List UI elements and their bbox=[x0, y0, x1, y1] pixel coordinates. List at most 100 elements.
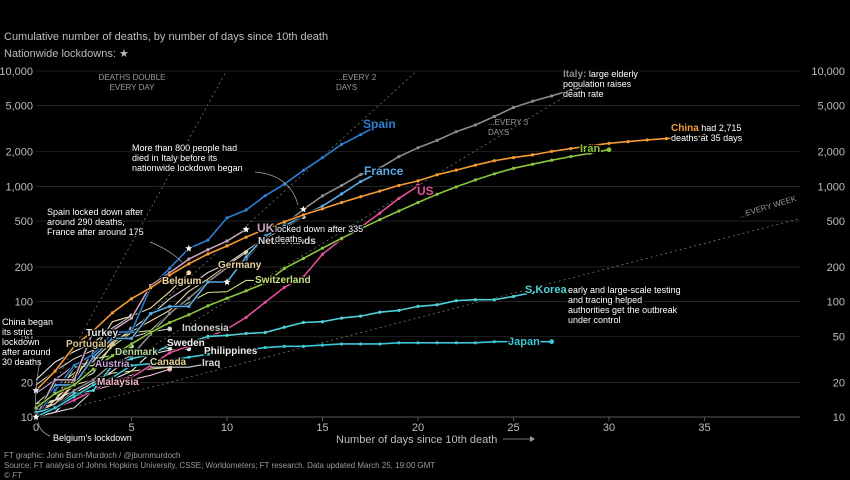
data-point-uk bbox=[72, 378, 76, 382]
chart-svg: DEATHS DOUBLE EVERY DAY ...EVERY 2 DAYS ...E… bbox=[0, 66, 845, 446]
data-point-iran bbox=[473, 178, 477, 182]
y-tick-label-right: 50 bbox=[833, 331, 845, 343]
data-point-japan bbox=[340, 342, 344, 346]
series-line-japan bbox=[35, 340, 552, 418]
data-point-japan bbox=[320, 343, 325, 347]
data-point-iran bbox=[168, 320, 172, 325]
y-tick-label-right: 2,000 bbox=[817, 147, 845, 159]
data-point-s-korea bbox=[378, 310, 382, 314]
doubling-guide-label: ...EVERY 3 DAYS bbox=[488, 118, 529, 137]
data-point-us bbox=[263, 300, 267, 304]
series-end-dot-indonesia bbox=[167, 326, 173, 332]
series-label-netherlands: Netherlands bbox=[258, 236, 316, 247]
data-point-china bbox=[168, 273, 172, 277]
series-label-iraq: Iraq bbox=[202, 358, 220, 369]
data-point-japan bbox=[129, 363, 134, 368]
data-point-s-korea bbox=[110, 363, 114, 368]
data-point-china bbox=[569, 146, 573, 151]
data-point-italy bbox=[359, 172, 363, 177]
series-label-switzerland: Switzerland bbox=[255, 275, 311, 286]
series-line-austria bbox=[35, 328, 132, 394]
data-point-japan bbox=[511, 340, 516, 344]
data-point-spain bbox=[320, 156, 325, 160]
series-label-uk: UK bbox=[257, 221, 275, 235]
data-point-italy bbox=[378, 166, 382, 170]
data-point-japan bbox=[397, 341, 401, 345]
series-end-dot-iraq bbox=[205, 361, 211, 367]
y-tick-label-left: 10,000 bbox=[0, 66, 33, 78]
series-end-dot-belgium bbox=[186, 270, 192, 276]
data-point-china bbox=[454, 168, 458, 172]
doubling-guide-label: ...EVERY WEEK bbox=[738, 194, 798, 220]
data-point-japan bbox=[301, 344, 305, 348]
data-point-italy bbox=[569, 88, 573, 92]
series-end-dot-portugal bbox=[110, 341, 115, 347]
data-point-china bbox=[340, 200, 344, 205]
data-point-spain bbox=[263, 194, 267, 198]
data-point-s-korea bbox=[416, 304, 420, 308]
data-point-china bbox=[588, 144, 592, 148]
y-tick-label-right: 200 bbox=[827, 262, 845, 274]
data-point-s-korea bbox=[263, 330, 267, 335]
data-point-iran bbox=[378, 218, 382, 222]
x-tick-label: 15 bbox=[316, 422, 328, 434]
data-point-us bbox=[282, 285, 286, 289]
series-label-sweden: Sweden bbox=[167, 338, 205, 349]
y-tick-label-left: 500 bbox=[15, 216, 33, 228]
y-tick-label-right: 1,000 bbox=[817, 181, 845, 193]
data-point-japan bbox=[454, 341, 458, 345]
data-point-us bbox=[225, 327, 229, 331]
data-point-iran bbox=[129, 342, 134, 346]
data-point-china bbox=[607, 141, 611, 145]
data-point-italy bbox=[511, 105, 516, 110]
data-point-china bbox=[320, 207, 325, 211]
data-point-japan bbox=[263, 345, 267, 350]
data-point-china bbox=[359, 195, 363, 199]
data-point-s-korea bbox=[511, 294, 516, 299]
data-point-us bbox=[301, 275, 305, 279]
data-point-iran bbox=[149, 330, 153, 335]
data-point-spain bbox=[206, 238, 210, 242]
y-tick-label-left: 50 bbox=[21, 331, 33, 343]
data-point-italy bbox=[225, 266, 229, 270]
data-point-china bbox=[397, 183, 401, 188]
data-point-us bbox=[378, 211, 382, 215]
data-point-iran bbox=[416, 200, 420, 205]
doubling-guide-line bbox=[35, 218, 801, 418]
data-point-china bbox=[129, 297, 134, 301]
data-point-japan bbox=[359, 342, 363, 346]
data-point-china bbox=[301, 213, 305, 217]
data-point-s-korea bbox=[359, 314, 363, 318]
doubling-guide-label: DEATHS DOUBLE EVERY DAY bbox=[99, 73, 166, 92]
data-point-us bbox=[244, 315, 248, 320]
annotation-belgium-note: Belgium's lockdown bbox=[53, 433, 132, 443]
data-point-spain bbox=[244, 208, 248, 212]
y-tick-label-left: 2,000 bbox=[5, 147, 33, 159]
data-point-china bbox=[645, 138, 649, 142]
data-point-china bbox=[416, 179, 420, 183]
data-point-italy bbox=[187, 296, 191, 300]
data-point-iran bbox=[244, 289, 248, 293]
series-label-germany: Germany bbox=[218, 260, 262, 271]
data-point-china bbox=[282, 220, 286, 224]
data-point-france bbox=[206, 280, 210, 284]
data-point-japan bbox=[187, 355, 191, 359]
series-label-japan: Japan bbox=[508, 336, 540, 348]
x-tick-label: 35 bbox=[698, 422, 710, 434]
data-point-spain bbox=[359, 133, 363, 137]
y-tick-label-right: 100 bbox=[827, 297, 845, 309]
data-point-uk bbox=[206, 248, 210, 252]
data-point-s-korea bbox=[129, 357, 134, 361]
series-line-china bbox=[35, 135, 705, 391]
data-point-iran bbox=[110, 354, 114, 358]
data-point-france bbox=[263, 234, 267, 238]
y-tick-label-right: 10,000 bbox=[811, 66, 845, 78]
data-point-japan bbox=[53, 406, 57, 410]
y-tick-label-right: 500 bbox=[827, 216, 845, 228]
series-outline-s-korea bbox=[35, 288, 552, 414]
data-point-france bbox=[168, 304, 172, 308]
data-point-iran bbox=[569, 154, 573, 159]
data-point-iran bbox=[550, 158, 554, 162]
data-point-japan bbox=[91, 383, 95, 387]
